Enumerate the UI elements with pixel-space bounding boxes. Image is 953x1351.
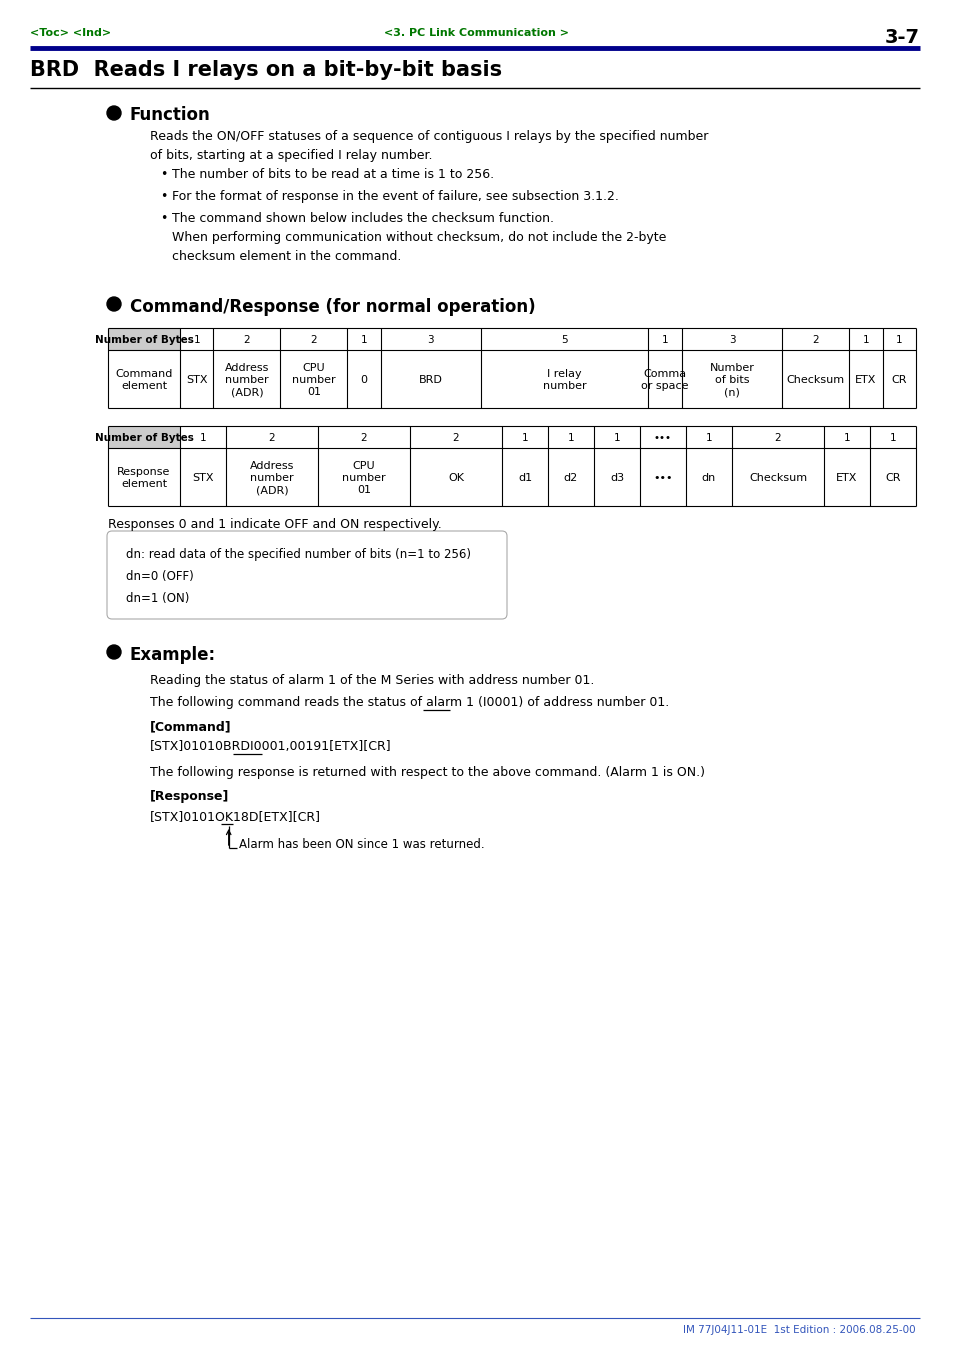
Text: [STX]01010BRDI0001,00191[ETX][CR]: [STX]01010BRDI0001,00191[ETX][CR] <box>150 740 392 753</box>
Text: [Command]: [Command] <box>150 720 232 734</box>
Text: 2: 2 <box>310 335 316 345</box>
Text: 2: 2 <box>243 335 250 345</box>
Text: dn=1 (ON): dn=1 (ON) <box>126 592 190 605</box>
Text: 5: 5 <box>560 335 567 345</box>
Text: CR: CR <box>891 376 906 385</box>
Text: 1: 1 <box>193 335 200 345</box>
Text: 2: 2 <box>360 434 367 443</box>
Text: 0: 0 <box>360 376 367 385</box>
Text: 2: 2 <box>453 434 458 443</box>
Text: •: • <box>160 212 167 226</box>
Circle shape <box>107 297 121 311</box>
Text: Example:: Example: <box>130 646 216 663</box>
Text: Checksum: Checksum <box>786 376 843 385</box>
Text: •: • <box>160 168 167 181</box>
Text: dn: dn <box>701 473 716 484</box>
Text: 2: 2 <box>269 434 275 443</box>
Text: 1: 1 <box>567 434 574 443</box>
Text: •: • <box>160 190 167 203</box>
Text: 1: 1 <box>613 434 619 443</box>
Text: BRD  Reads I relays on a bit-by-bit basis: BRD Reads I relays on a bit-by-bit basis <box>30 59 501 80</box>
Text: Reading the status of alarm 1 of the M Series with address number 01.: Reading the status of alarm 1 of the M S… <box>150 674 594 688</box>
Text: Function: Function <box>130 105 211 124</box>
FancyBboxPatch shape <box>107 531 506 619</box>
Text: BRD: BRD <box>418 376 442 385</box>
Text: The command shown below includes the checksum function.
When performing communic: The command shown below includes the che… <box>172 212 666 263</box>
Text: d3: d3 <box>609 473 623 484</box>
Text: Alarm has been ON since 1 was returned.: Alarm has been ON since 1 was returned. <box>238 838 484 851</box>
Text: Address
number
(ADR): Address number (ADR) <box>225 362 269 397</box>
Text: 1: 1 <box>360 335 367 345</box>
Text: 1: 1 <box>521 434 528 443</box>
Text: d1: d1 <box>517 473 532 484</box>
Text: Command/Response (for normal operation): Command/Response (for normal operation) <box>130 299 535 316</box>
Text: 3: 3 <box>728 335 735 345</box>
Text: 2: 2 <box>774 434 781 443</box>
Circle shape <box>107 644 121 659</box>
Text: Command
element: Command element <box>115 369 172 392</box>
Text: CR: CR <box>884 473 900 484</box>
Circle shape <box>107 105 121 120</box>
Text: Number
of bits
(n): Number of bits (n) <box>709 362 754 397</box>
Bar <box>108 426 180 449</box>
Text: IM 77J04J11-01E  1st Edition : 2006.08.25-00: IM 77J04J11-01E 1st Edition : 2006.08.25… <box>682 1325 915 1335</box>
Text: dn: read data of the specified number of bits (n=1 to 256): dn: read data of the specified number of… <box>126 549 471 561</box>
Text: Reads the ON/OFF statuses of a sequence of contiguous I relays by the specified : Reads the ON/OFF statuses of a sequence … <box>150 130 708 162</box>
Text: The number of bits to be read at a time is 1 to 256.: The number of bits to be read at a time … <box>172 168 494 181</box>
Text: ETX: ETX <box>836 473 857 484</box>
Text: d2: d2 <box>563 473 578 484</box>
Text: Number of Bytes: Number of Bytes <box>94 434 193 443</box>
Text: CPU
number
01: CPU number 01 <box>292 362 335 397</box>
Text: <3. PC Link Communication >: <3. PC Link Communication > <box>384 28 569 38</box>
Text: 3-7: 3-7 <box>884 28 919 47</box>
Text: 1: 1 <box>199 434 206 443</box>
Text: Comma
or space: Comma or space <box>640 369 688 392</box>
Text: 1: 1 <box>705 434 712 443</box>
Text: 1: 1 <box>862 335 868 345</box>
Text: The following response is returned with respect to the above command. (Alarm 1 i: The following response is returned with … <box>150 766 704 780</box>
Text: Address
number
(ADR): Address number (ADR) <box>250 461 294 496</box>
Text: For the format of response in the event of failure, see subsection 3.1.2.: For the format of response in the event … <box>172 190 618 203</box>
Text: Responses 0 and 1 indicate OFF and ON respectively.: Responses 0 and 1 indicate OFF and ON re… <box>108 517 441 531</box>
Text: OK: OK <box>448 473 463 484</box>
Text: The following command reads the status of alarm 1 (I0001) of address number 01.: The following command reads the status o… <box>150 696 669 709</box>
Text: I relay
number: I relay number <box>542 369 586 392</box>
Text: 2: 2 <box>811 335 818 345</box>
Text: Response
element: Response element <box>117 467 171 489</box>
Text: CPU
number
01: CPU number 01 <box>342 461 385 496</box>
Text: 1: 1 <box>889 434 896 443</box>
Text: ETX: ETX <box>854 376 876 385</box>
Text: [STX]0101OK18D[ETX][CR]: [STX]0101OK18D[ETX][CR] <box>150 811 320 823</box>
Text: •••: ••• <box>653 473 672 484</box>
Text: dn=0 (OFF): dn=0 (OFF) <box>126 570 193 584</box>
Text: [Response]: [Response] <box>150 790 229 802</box>
Text: •••: ••• <box>654 434 671 443</box>
Text: Checksum: Checksum <box>748 473 806 484</box>
Text: STX: STX <box>193 473 213 484</box>
Text: 1: 1 <box>895 335 902 345</box>
Text: Number of Bytes: Number of Bytes <box>94 335 193 345</box>
Text: STX: STX <box>186 376 207 385</box>
Text: 3: 3 <box>427 335 434 345</box>
Text: 1: 1 <box>661 335 668 345</box>
Text: 1: 1 <box>842 434 849 443</box>
Bar <box>108 328 180 350</box>
Text: <Toc> <Ind>: <Toc> <Ind> <box>30 28 111 38</box>
